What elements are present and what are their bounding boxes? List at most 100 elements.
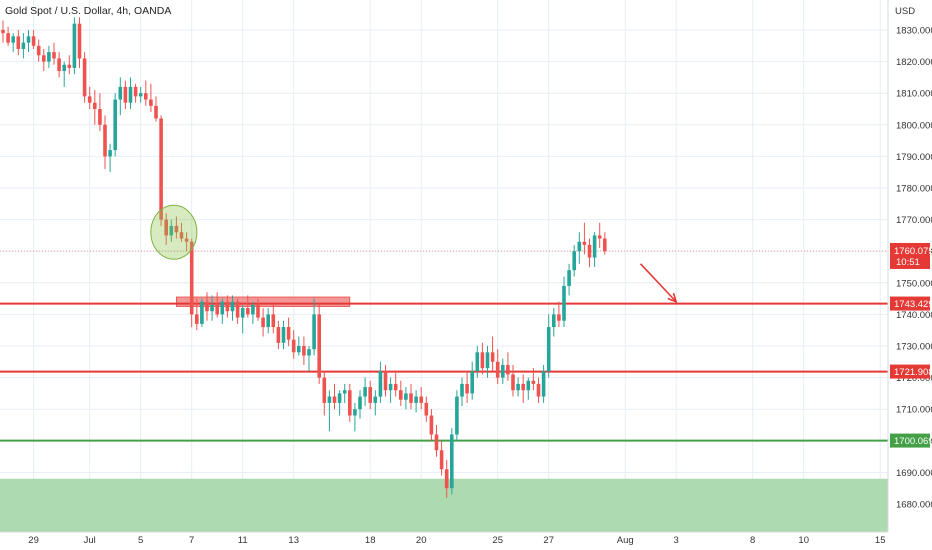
candle-body-9[interactable] [47,52,51,62]
candle-body-77[interactable] [393,383,398,391]
candle-body-59[interactable] [302,346,306,356]
candle-body-104[interactable] [531,380,536,384]
candle-body-8[interactable] [42,55,46,62]
candle-body-51[interactable] [261,317,265,328]
candle-body-44[interactable] [225,301,230,312]
candle-body-3[interactable] [16,36,21,49]
candle-body-17[interactable] [87,96,92,103]
candle-body-86[interactable] [439,450,444,470]
candle-body-37[interactable] [189,241,194,315]
candle-body-91[interactable] [465,383,469,394]
candle-body-61[interactable] [312,314,316,350]
candle-body-90[interactable] [460,383,464,397]
candle-body-39[interactable] [200,301,204,324]
candle-body-102[interactable] [521,383,525,391]
candle-body-114[interactable] [582,241,587,245]
candle-body-89[interactable] [455,396,459,435]
candle-body-85[interactable] [434,434,439,451]
candle-body-96[interactable] [490,352,495,362]
candle-body-66[interactable] [337,393,342,403]
candle-body-52[interactable] [266,314,270,328]
candle-body-36[interactable] [184,238,189,242]
candle-body-73[interactable] [373,396,378,403]
candle-body-100[interactable] [511,374,515,391]
candle-body-88[interactable] [450,434,454,489]
time-axis[interactable]: 29 Jul 5 7 11 13 18 20 25 27 Aug 3 8 10 15 [28,535,885,546]
candle-body-109[interactable] [557,314,561,321]
candle-body-33[interactable] [169,225,174,236]
candle-body-28[interactable] [144,93,148,100]
candle-body-92[interactable] [470,371,474,394]
candle-body-54[interactable] [276,327,281,343]
candle-body-27[interactable] [138,93,143,97]
candle-body-43[interactable] [220,301,225,315]
candle-body-62[interactable] [317,314,321,378]
candle-body-108[interactable] [552,314,556,328]
candle-body-98[interactable] [501,364,505,378]
candle-body-75[interactable] [383,371,388,391]
candle-body-29[interactable] [149,99,153,106]
candle-body-26[interactable] [133,86,138,97]
candle-body-74[interactable] [378,371,383,397]
candle-body-19[interactable] [98,109,102,125]
candle-body-35[interactable] [179,232,184,239]
candle-body-31[interactable] [159,118,163,220]
candle-body-80[interactable] [409,393,413,403]
candle-body-106[interactable] [541,371,546,397]
candle-body-24[interactable] [123,86,128,103]
candle-body-117[interactable] [597,235,602,239]
candle-body-45[interactable] [230,301,235,312]
candle-body-23[interactable] [118,86,123,100]
candle-body-50[interactable] [256,304,260,318]
candle-body-46[interactable] [235,301,240,318]
candle-body-111[interactable] [567,270,571,286]
candle-body-72[interactable] [368,387,372,403]
candle-body-60[interactable] [307,349,311,356]
candles[interactable] [1,17,607,498]
candle-body-101[interactable] [516,383,520,391]
candle-body-79[interactable] [404,393,408,400]
candle-body-105[interactable] [536,383,541,397]
candle-body-76[interactable] [388,383,393,391]
candle-body-30[interactable] [154,105,158,119]
candle-body-82[interactable] [419,396,423,403]
candle-body-57[interactable] [291,339,296,353]
candle-body-118[interactable] [603,238,607,252]
candle-body-103[interactable] [526,380,531,391]
candle-body-32[interactable] [164,219,168,236]
candle-body-68[interactable] [348,390,352,416]
candle-body-78[interactable] [399,390,403,400]
candle-body-48[interactable] [246,308,250,315]
candle-body-13[interactable] [67,64,72,68]
candle-body-70[interactable] [358,396,362,410]
candle-body-110[interactable] [562,285,566,321]
candle-body-67[interactable] [342,390,347,394]
candle-body-22[interactable] [113,99,117,151]
candle-body-0[interactable] [1,30,5,34]
candle-body-99[interactable] [506,364,510,375]
candle-body-1[interactable] [6,33,10,43]
candle-body-2[interactable] [11,36,15,43]
candle-body-56[interactable] [286,327,291,340]
candle-body-94[interactable] [480,352,485,369]
candle-body-38[interactable] [195,314,199,324]
candle-body-5[interactable] [26,36,31,43]
candle-body-112[interactable] [572,251,576,271]
candle-body-58[interactable] [297,346,301,353]
candle-body-11[interactable] [57,58,61,72]
candle-body-40[interactable] [205,301,209,312]
candle-body-12[interactable] [62,64,66,72]
candle-body-14[interactable] [72,23,77,68]
candle-body-87[interactable] [444,469,449,489]
candle-body-20[interactable] [103,124,107,157]
candle-body-116[interactable] [592,235,597,258]
candle-body-93[interactable] [475,352,480,372]
candle-body-25[interactable] [128,86,133,103]
candle-body-65[interactable] [332,396,337,403]
candle-body-4[interactable] [21,42,26,49]
candle-body-69[interactable] [353,409,357,416]
candle-body-95[interactable] [485,352,490,369]
candle-body-115[interactable] [587,244,592,258]
candle-body-41[interactable] [210,304,214,312]
